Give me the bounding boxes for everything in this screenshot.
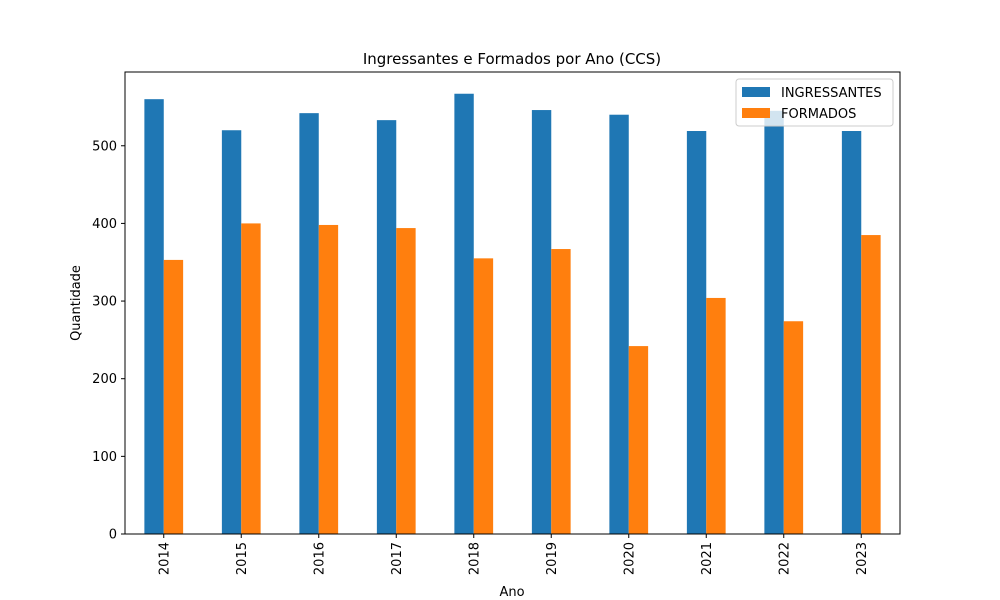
- x-tick-label: 2023: [855, 542, 870, 575]
- y-axis-label: Quantidade: [69, 265, 84, 341]
- x-tick-label: 2016: [312, 542, 327, 575]
- bar-ingressantes-2018: [454, 93, 474, 535]
- bar-formados-2023: [861, 235, 881, 534]
- bar-formados-2018: [473, 258, 494, 534]
- chart-title: Ingressantes e Formados por Ano (CCS): [363, 50, 661, 68]
- bar-ingressantes-2016: [299, 113, 319, 535]
- legend: INGRESSANTES FORMADOS: [735, 78, 894, 127]
- bar-formados-2014: [163, 259, 184, 534]
- bar-ingressantes-2017: [376, 120, 397, 534]
- x-tick-label: 2019: [545, 542, 560, 575]
- y-axis-ticks: 0 100 200 300 400 500: [92, 139, 125, 543]
- legend-swatch-ingressantes: [742, 87, 770, 97]
- bar-formados-2015: [241, 223, 261, 534]
- bar-formados-2022: [783, 321, 804, 534]
- bar-formados-2020: [628, 346, 649, 534]
- legend-label-formados: FORMADOS: [781, 107, 856, 122]
- bar-ingressantes-2023: [841, 131, 862, 534]
- y-tick-label: 0: [109, 528, 117, 543]
- x-tick-label: 2014: [157, 542, 172, 575]
- bar-formados-2021: [706, 297, 726, 534]
- x-tick-label: 2018: [467, 542, 482, 575]
- bar-formados-2017: [396, 228, 416, 534]
- x-tick-label: 2021: [700, 542, 715, 575]
- bar-ingressantes-2020: [609, 114, 629, 535]
- bar-ingressantes-2022: [764, 110, 784, 534]
- y-tick-label: 100: [92, 450, 117, 465]
- plot-frame: [124, 71, 901, 535]
- y-tick-label: 200: [92, 372, 117, 387]
- legend-swatch-formados: [742, 108, 770, 118]
- x-axis-label: Ano: [499, 585, 524, 600]
- x-tick-label: 2017: [390, 542, 405, 575]
- bar-ingressantes-2019: [531, 110, 552, 535]
- bar-ingressantes-2021: [686, 131, 707, 534]
- x-axis-ticks: 2014 2015 2016 2017 2018 2019 2020 2021 2022 2023: [157, 534, 870, 575]
- bars-group: [144, 93, 881, 535]
- bar-ingressantes-2014: [144, 99, 164, 535]
- x-tick-label: 2022: [777, 542, 792, 575]
- bar-formados-2019: [551, 249, 571, 535]
- bar-formados-2016: [318, 224, 339, 534]
- y-tick-label: 500: [92, 139, 117, 154]
- y-tick-label: 400: [92, 217, 117, 232]
- bar-ingressantes-2015: [221, 130, 242, 535]
- x-tick-label: 2015: [235, 542, 250, 575]
- x-tick-label: 2020: [622, 542, 637, 575]
- legend-label-ingressantes: INGRESSANTES: [781, 86, 882, 101]
- legend-box: [735, 78, 894, 127]
- y-tick-label: 300: [92, 295, 117, 310]
